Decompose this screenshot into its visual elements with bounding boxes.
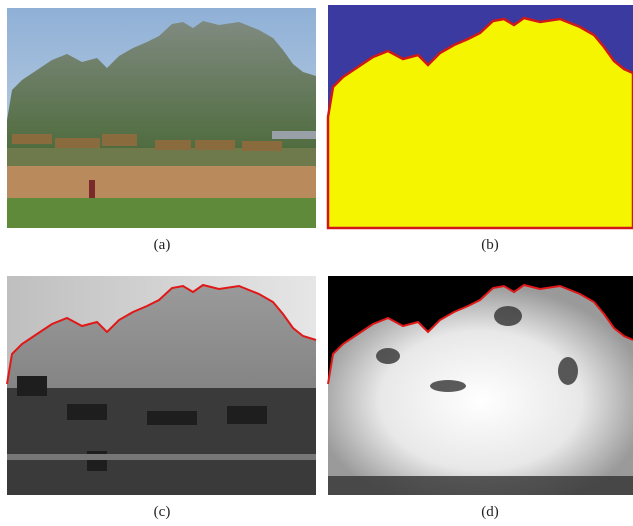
shape	[430, 380, 466, 392]
shape	[147, 411, 197, 425]
dirt	[7, 166, 316, 198]
shape	[67, 404, 107, 420]
grass	[7, 198, 316, 228]
page: Figure {"panels": [{"caption": "(a)"}, {…	[0, 0, 633, 526]
shape	[17, 376, 47, 396]
shape	[12, 134, 52, 144]
shape	[328, 476, 633, 495]
shape	[376, 348, 400, 364]
panel-c-image	[7, 276, 316, 495]
body: (a) (b) (c) (d) (() => { const data = JS…	[0, 0, 633, 526]
panel-a-image	[7, 8, 316, 228]
ground	[7, 388, 316, 495]
roof	[272, 131, 316, 139]
shape	[494, 306, 522, 326]
shape	[242, 141, 282, 151]
caption: (c)	[154, 504, 171, 520]
shape	[195, 140, 235, 150]
shape	[227, 406, 267, 424]
person	[89, 180, 95, 198]
panel-d-image	[328, 276, 633, 495]
panel-b-image	[328, 5, 633, 228]
shape	[55, 138, 100, 148]
figure: (a) (b) (c) (d)	[0, 0, 633, 526]
caption: (a)	[154, 237, 171, 253]
shape	[102, 134, 137, 146]
shape	[558, 357, 578, 385]
caption: (d)	[481, 504, 499, 520]
shape	[155, 140, 191, 150]
road	[7, 454, 316, 460]
caption: (b)	[481, 237, 499, 253]
